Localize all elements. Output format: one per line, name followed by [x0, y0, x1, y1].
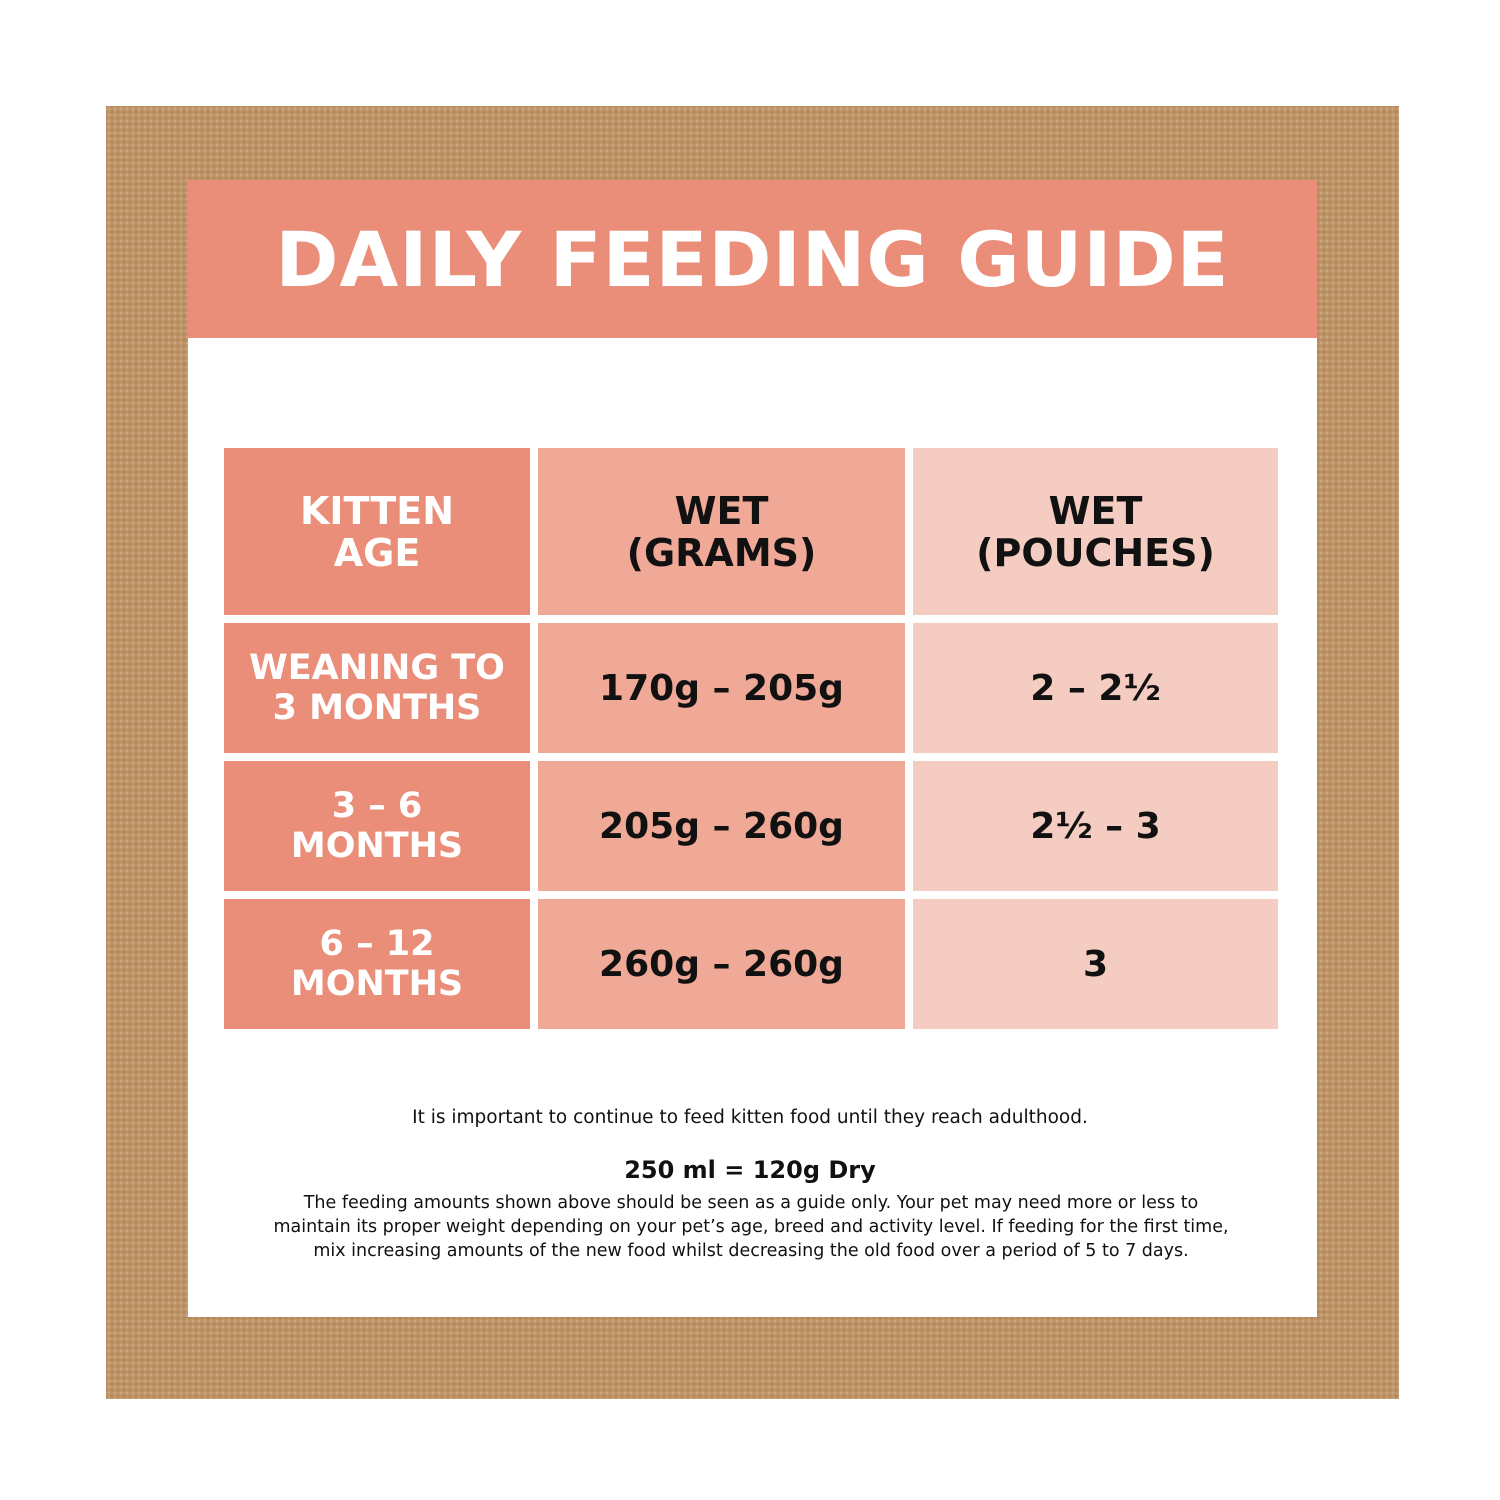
row-2-pouches-value: 2½ – 3: [1030, 805, 1161, 847]
header-wet-pouches-line-2: (POUCHES): [976, 530, 1215, 575]
row-3-grams-value: 260g – 260g: [599, 943, 844, 985]
table-row-3-pouches: 3: [913, 899, 1278, 1029]
table-row-1-pouches: 2 – 2½: [913, 623, 1278, 753]
row-3-age-line-1: 6 – 12: [319, 924, 435, 964]
header-wet-grams: WET (GRAMS): [538, 448, 905, 615]
header-wet-grams-line-2: (GRAMS): [626, 530, 817, 575]
row-2-grams-value: 205g – 260g: [599, 805, 844, 847]
header-kitten-age-line-2: AGE: [333, 530, 421, 575]
row-1-age-line-2: 3 MONTHS: [272, 688, 482, 728]
disclaimer-line-1: The feeding amounts shown above should b…: [303, 1193, 1199, 1213]
row-1-grams-value: 170g – 205g: [599, 667, 844, 709]
conversion-note: 250 ml = 120g Dry: [624, 1156, 876, 1184]
table-row-1-age: WEANING TO 3 MONTHS: [224, 623, 530, 753]
row-3-age-line-2: MONTHS: [290, 964, 464, 1004]
row-2-age-line-2: MONTHS: [290, 826, 464, 866]
header-wet-pouches: WET (POUCHES): [913, 448, 1278, 615]
table-row-2-age: 3 – 6 MONTHS: [224, 761, 530, 891]
header-wet-pouches-line-1: WET: [1048, 488, 1143, 533]
table-row-2-pouches: 2½ – 3: [913, 761, 1278, 891]
header-wet-grams-line-1: WET: [674, 488, 769, 533]
row-3-pouches-value: 3: [1082, 943, 1109, 985]
page-title: DAILY FEEDING GUIDE: [275, 214, 1230, 304]
table-row-3-grams: 260g – 260g: [538, 899, 905, 1029]
adulthood-note: It is important to continue to feed kitt…: [412, 1107, 1088, 1128]
header-kitten-age: KITTEN AGE: [224, 448, 530, 615]
disclaimer-note: The feeding amounts shown above should b…: [220, 1191, 1282, 1263]
row-1-pouches-value: 2 – 2½: [1030, 667, 1161, 709]
disclaimer-line-3: mix increasing amounts of the new food w…: [313, 1241, 1189, 1261]
title-bar: DAILY FEEDING GUIDE: [188, 180, 1317, 338]
header-kitten-age-line-1: KITTEN: [299, 488, 455, 533]
table-row-2-grams: 205g – 260g: [538, 761, 905, 891]
row-1-age-line-1: WEANING TO: [249, 648, 505, 688]
disclaimer-line-2: maintain its proper weight depending on …: [273, 1217, 1229, 1237]
row-2-age-line-1: 3 – 6: [331, 786, 423, 826]
table-row-1-grams: 170g – 205g: [538, 623, 905, 753]
table-row-3-age: 6 – 12 MONTHS: [224, 899, 530, 1029]
